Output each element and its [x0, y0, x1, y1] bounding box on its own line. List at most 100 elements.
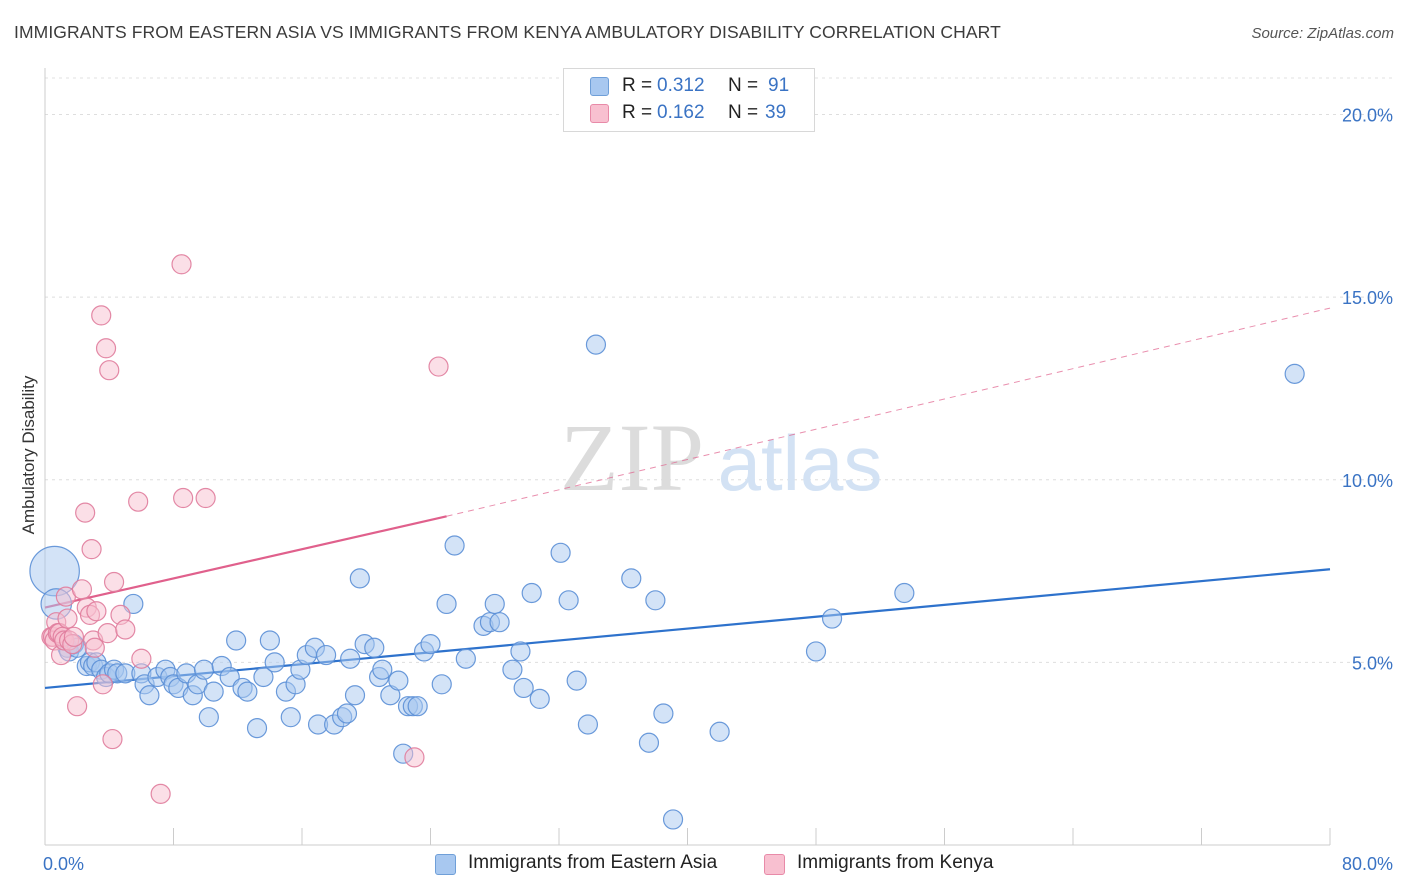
point-kenya [99, 360, 120, 381]
point-eastern-asia [436, 593, 457, 615]
point-kenya [63, 626, 85, 647]
legend-swatch-kenya [590, 104, 609, 123]
point-kenya [81, 539, 102, 560]
point-kenya [57, 608, 78, 629]
point-eastern-asia [585, 334, 607, 355]
point-kenya [102, 728, 123, 750]
point-eastern-asia [489, 612, 510, 633]
point-eastern-asia [198, 707, 219, 728]
point-kenya [97, 623, 118, 644]
point-eastern-asia [264, 652, 285, 673]
point-eastern-asia [364, 637, 385, 658]
point-kenya [103, 571, 125, 593]
source-label: Source: ZipAtlas.com [1251, 25, 1394, 42]
point-eastern-asia [521, 582, 542, 604]
legend-swatch-eastern-asia [435, 854, 456, 875]
point-eastern-asia [336, 703, 358, 724]
point-kenya [428, 356, 449, 377]
point-kenya [115, 619, 136, 640]
point-eastern-asia [444, 535, 465, 556]
x-tick-label: 80.0% [1342, 854, 1393, 874]
point-kenya [86, 601, 107, 622]
n-label: N = [728, 75, 759, 96]
y-tick-label: 20.0% [1342, 106, 1393, 126]
r-value: 0.162 [657, 102, 705, 123]
point-eastern-asia [709, 721, 730, 742]
point-eastern-asia [226, 630, 247, 651]
point-kenya [128, 491, 149, 512]
point-eastern-asia [139, 685, 160, 706]
point-eastern-asia [645, 590, 666, 611]
point-eastern-asia [577, 714, 599, 735]
chart-title: IMMIGRANTS FROM EASTERN ASIA VS IMMIGRAN… [14, 22, 1001, 42]
point-eastern-asia [558, 590, 579, 611]
point-kenya [195, 487, 216, 509]
trend-line-kenya-solid [44, 515, 447, 609]
point-eastern-asia [638, 732, 660, 753]
watermark-zip: ZIP [560, 404, 704, 511]
point-eastern-asia [431, 674, 452, 695]
point-kenya [91, 305, 112, 326]
point-kenya [92, 674, 113, 695]
point-eastern-asia [529, 688, 550, 710]
point-kenya [131, 648, 152, 669]
point-eastern-asia [662, 809, 684, 830]
legend-swatch-kenya [764, 854, 785, 875]
point-eastern-asia [566, 670, 587, 691]
point-eastern-asia [340, 648, 361, 669]
r-label: R = [622, 102, 653, 123]
axis-layer: 5.0% 10.0% 15.0% 20.0% 0.0% 80.0% [43, 68, 1393, 874]
point-eastern-asia [280, 707, 301, 728]
point-eastern-asia [259, 630, 280, 651]
legend-label-kenya: Immigrants from Kenya [797, 852, 994, 873]
point-eastern-asia [388, 670, 409, 691]
point-eastern-asia [407, 696, 428, 717]
point-eastern-asia [621, 568, 642, 589]
trend-line-eastern-asia [44, 568, 1331, 690]
correlation-legend: R = 0.312 N = 91 R = 0.162 N = 39 [563, 68, 815, 132]
point-kenya [171, 254, 192, 275]
point-eastern-asia [894, 582, 915, 604]
point-eastern-asia [123, 593, 144, 615]
point-kenya [95, 338, 117, 359]
point-kenya [75, 502, 96, 523]
point-eastern-asia [821, 608, 843, 629]
y-tick-label: 15.0% [1342, 288, 1393, 308]
point-eastern-asia [510, 641, 531, 662]
point-eastern-asia [513, 677, 534, 699]
point-eastern-asia [502, 659, 523, 680]
point-eastern-asia [349, 568, 370, 589]
x-tick-label: 0.0% [43, 854, 84, 874]
point-kenya [150, 783, 171, 804]
grid-layer [45, 77, 1395, 663]
point-kenya [67, 696, 88, 717]
watermark-atlas: atlas [718, 419, 883, 507]
y-tick-label: 5.0% [1352, 653, 1393, 673]
r-value: 0.312 [657, 75, 705, 96]
point-eastern-asia [372, 659, 393, 680]
point-eastern-asia [1284, 363, 1305, 384]
trend-line-kenya-dashed [446, 307, 1331, 517]
point-eastern-asia [203, 681, 224, 702]
y-tick-label: 10.0% [1342, 471, 1393, 491]
r-label: R = [622, 75, 653, 96]
point-eastern-asia [193, 659, 215, 680]
n-value: 39 [765, 102, 787, 123]
point-kenya [84, 637, 105, 658]
point-eastern-asia [315, 644, 337, 666]
point-eastern-asia [219, 666, 240, 688]
n-label: N = [728, 102, 759, 123]
point-eastern-asia [484, 593, 505, 615]
legend-label-eastern-asia: Immigrants from Eastern Asia [468, 852, 718, 873]
point-eastern-asia [246, 718, 268, 739]
point-eastern-asia [344, 685, 366, 706]
point-kenya [173, 487, 194, 509]
point-eastern-asia [550, 542, 571, 563]
point-eastern-asia [653, 703, 674, 724]
point-eastern-asia [420, 634, 441, 655]
y-axis-label: Ambulatory Disability [19, 375, 38, 534]
point-eastern-asia [455, 648, 476, 669]
point-eastern-asia [805, 641, 827, 662]
point-kenya [404, 747, 425, 768]
